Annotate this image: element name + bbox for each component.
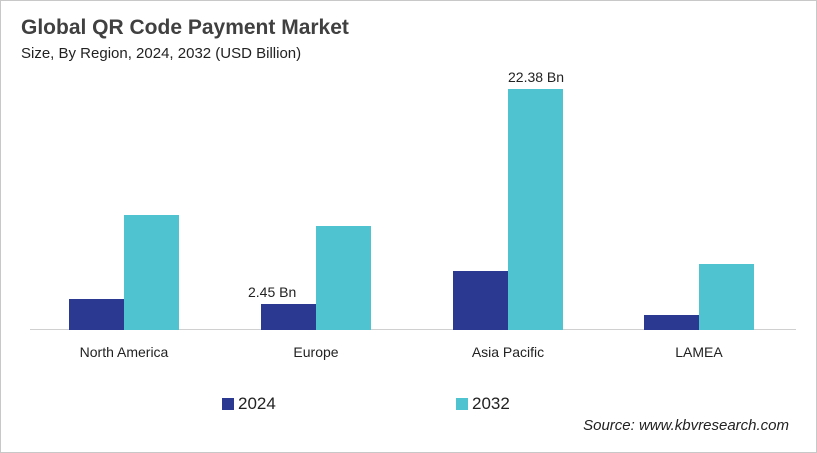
x-axis-line: [30, 329, 796, 330]
data-label: 2.45 Bn: [248, 284, 297, 300]
category-label: North America: [79, 344, 169, 360]
bar-europe-2024: [261, 304, 316, 330]
source-text: Source: www.kbvresearch.com: [583, 417, 789, 434]
category-label: Europe: [293, 344, 339, 360]
legend-item-2024: 2024: [222, 394, 276, 414]
legend-label-2024: 2024: [238, 394, 276, 413]
legend-swatch-2024: [222, 398, 234, 410]
bar-asia-pacific-2032: [508, 89, 563, 330]
chart-title: Global QR Code Payment Market: [21, 16, 349, 39]
legend-swatch-2032: [456, 398, 468, 410]
chart-subtitle: Size, By Region, 2024, 2032 (USD Billion…: [21, 45, 302, 62]
bar-lamea-2032: [699, 264, 754, 330]
bar-north-america-2024: [69, 299, 124, 330]
bar-north-america-2032: [124, 215, 179, 330]
bar-lamea-2024: [644, 315, 699, 330]
legend-label-2032: 2032: [472, 394, 510, 413]
data-label: 22.38 Bn: [508, 69, 565, 85]
bar-asia-pacific-2024: [453, 271, 508, 330]
category-label: LAMEA: [675, 344, 723, 360]
category-label: Asia Pacific: [471, 344, 545, 360]
legend-item-2032: 2032: [456, 394, 510, 414]
bar-europe-2032: [316, 226, 371, 330]
